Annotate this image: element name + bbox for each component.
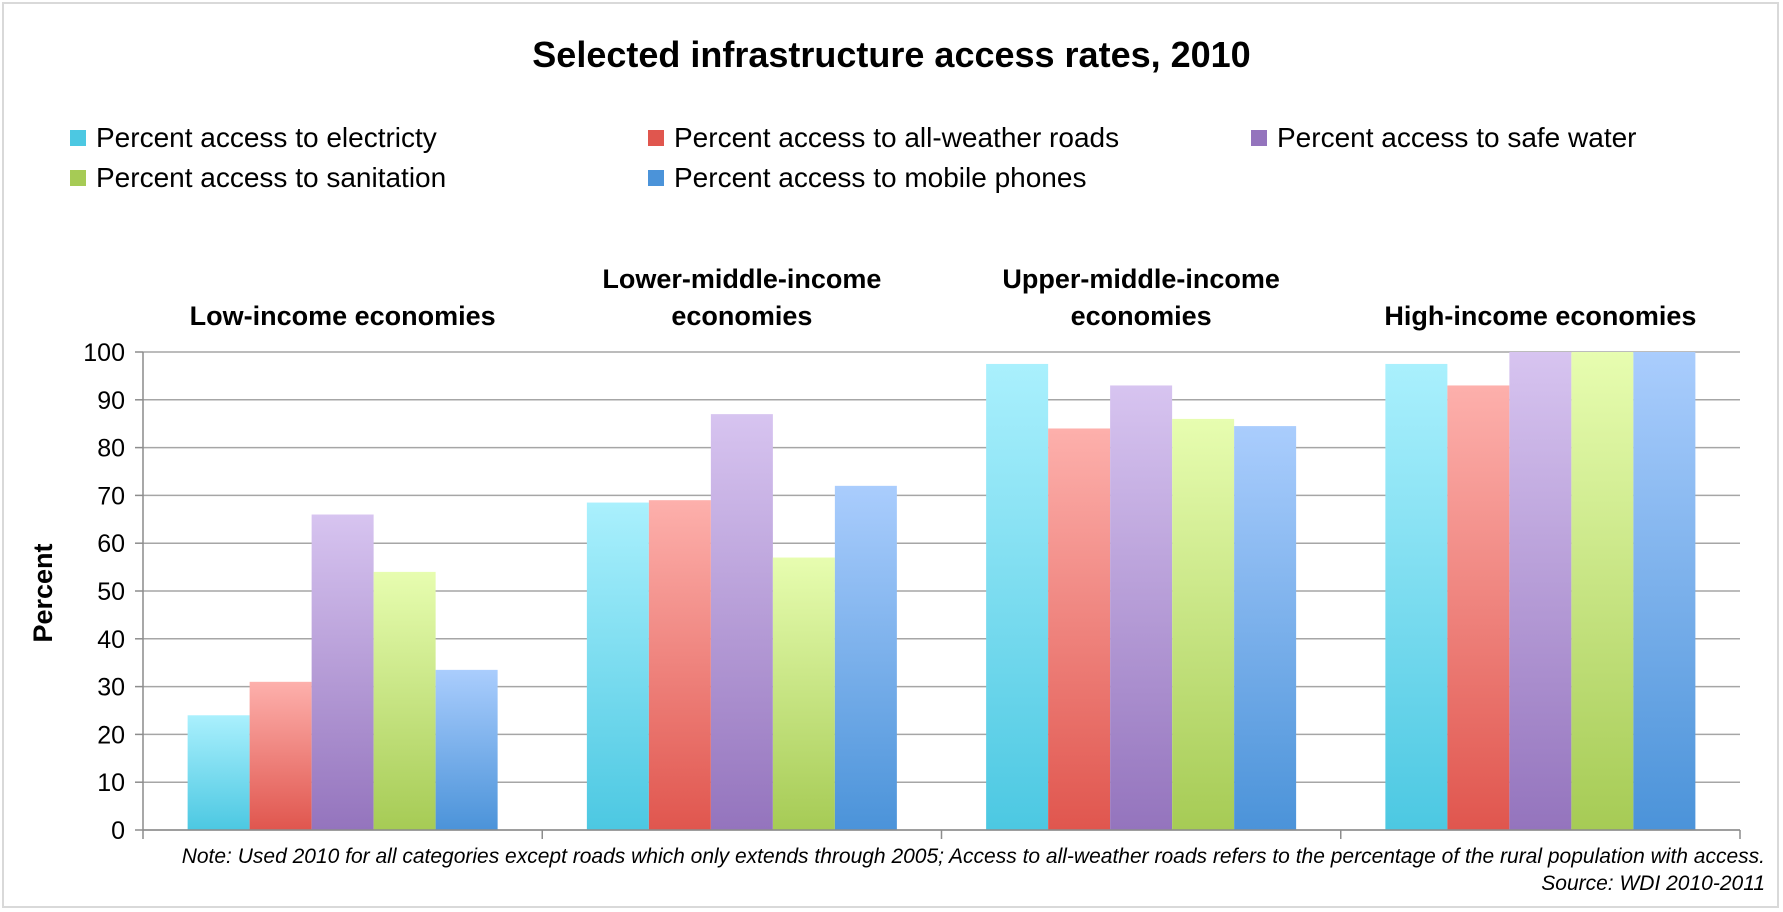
bar-2-1 [1048, 428, 1111, 830]
bar-1-3 [772, 557, 835, 830]
y-tick-label-100: 100 [83, 339, 125, 367]
legend-label-water: Percent access to safe water [1277, 122, 1637, 153]
labels: 0 10 20 30 40 50 60 70 80 90 100 Low-income economi… [83, 264, 1696, 845]
y-tick-label-30: 30 [97, 674, 125, 702]
category-label-3-0: High-income economies [1384, 301, 1696, 331]
bar-1-1 [648, 500, 711, 830]
bar-3-1 [1447, 385, 1510, 830]
bar-0-4 [435, 669, 498, 830]
bar-1-2 [710, 414, 773, 830]
legend-water: Percent access to safe water [1251, 122, 1637, 154]
legend-electricity: Percent access to electricty [70, 122, 437, 154]
legend-swatch-roads [648, 130, 664, 146]
legend-sanitation: Percent access to sanitation [70, 162, 446, 194]
bar-1-4 [834, 485, 897, 830]
bar-0-3 [373, 571, 436, 830]
bar-3-3 [1571, 352, 1634, 830]
legend-label-electricity: Percent access to electricty [96, 122, 437, 153]
bar-2-4 [1234, 426, 1297, 830]
axes [135, 351, 1741, 839]
category-label-1-1: economies [671, 301, 812, 331]
y-tick-label-80: 80 [97, 435, 125, 463]
legend-label-roads: Percent access to all-weather roads [674, 122, 1120, 153]
legend-label-mobile: Percent access to mobile phones [674, 162, 1087, 193]
legend-mobile: Percent access to mobile phones [648, 162, 1086, 194]
y-tick-label-50: 50 [97, 578, 125, 606]
category-label-2-0: Upper-middle-income [1002, 264, 1280, 294]
y-tick-label-70: 70 [97, 482, 125, 510]
y-tick-label-60: 60 [97, 530, 125, 558]
y-tick-label-0: 0 [111, 817, 125, 845]
bar-0-0 [187, 715, 250, 830]
chart-title: Selected infrastructure access rates, 20… [532, 34, 1251, 75]
y-tick-label-10: 10 [97, 769, 125, 797]
category-label-0-0: Low-income economies [190, 301, 496, 331]
bars [187, 352, 1696, 830]
bar-0-2 [311, 514, 374, 830]
legend-swatch-sanitation [70, 170, 86, 186]
category-label-2-1: economies [1071, 301, 1212, 331]
legend-label-sanitation: Percent access to sanitation [96, 162, 447, 193]
y-tick-label-90: 90 [97, 387, 125, 415]
y-tick-label-40: 40 [97, 626, 125, 654]
bar-3-0 [1385, 363, 1448, 830]
bar-0-1 [249, 681, 312, 830]
y-axis-title: Percent [28, 543, 58, 642]
y-tick-label-20: 20 [97, 721, 125, 749]
legend-swatch-electricity [70, 130, 86, 146]
category-label-1-0: Lower-middle-income [602, 264, 881, 294]
footnote: Note: Used 2010 for all categories excep… [181, 845, 1765, 868]
bar-3-2 [1509, 352, 1572, 830]
bar-2-2 [1110, 385, 1173, 830]
source-note: Source: WDI 2010-2011 [1541, 872, 1765, 895]
legend-roads: Percent access to all-weather roads [648, 122, 1119, 154]
bar-3-4 [1633, 352, 1696, 830]
bar-2-0 [986, 363, 1049, 830]
legend-swatch-mobile [648, 170, 664, 186]
bar-1-0 [586, 502, 649, 830]
legend-swatch-water [1251, 130, 1267, 146]
bar-2-3 [1172, 418, 1235, 830]
